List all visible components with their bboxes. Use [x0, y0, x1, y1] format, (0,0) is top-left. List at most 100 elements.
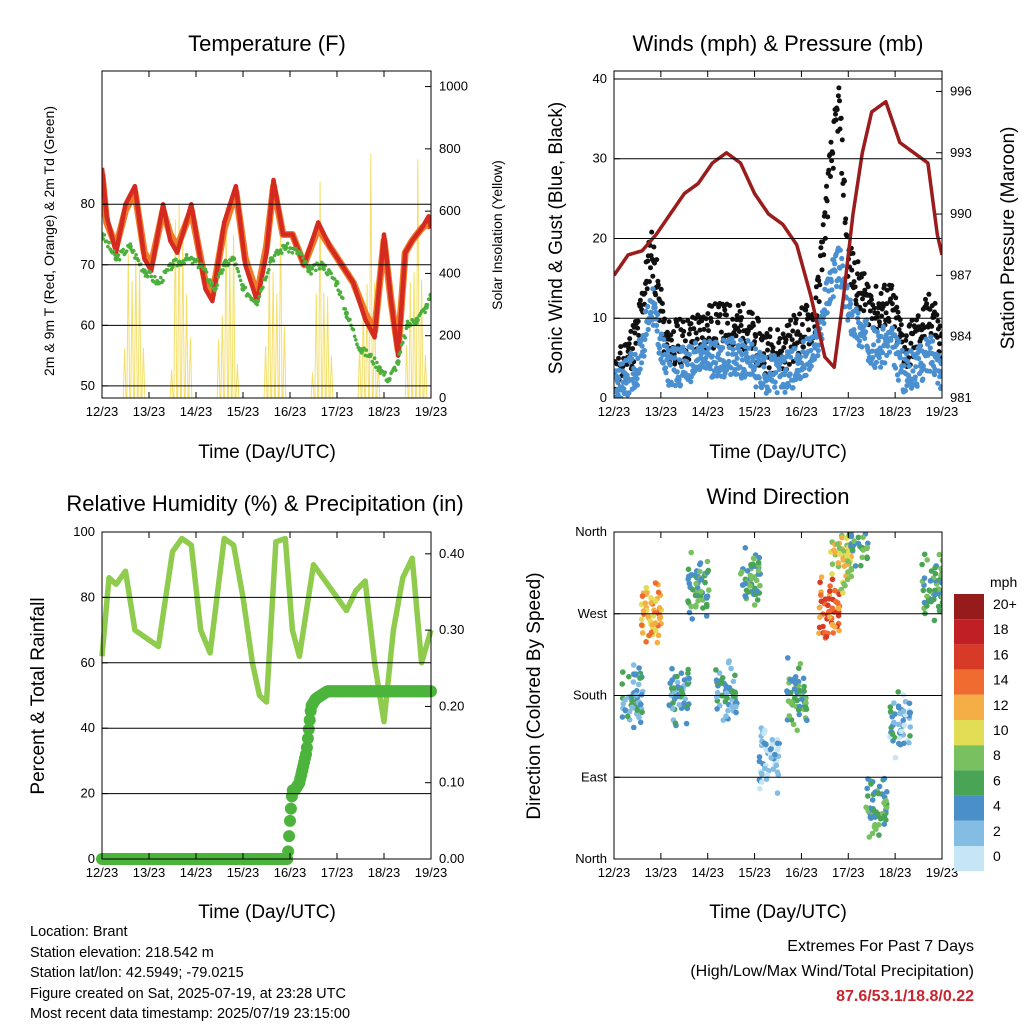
direction-point: [881, 775, 888, 782]
wind-point: [663, 370, 669, 376]
gust-point: [828, 139, 834, 145]
wind-point: [726, 358, 732, 364]
gust-point: [820, 222, 826, 228]
dewpoint-point: [388, 377, 392, 381]
winds-xlabel: Time (Day/UTC): [709, 442, 847, 463]
direction-point: [685, 666, 691, 673]
wind-point: [639, 343, 645, 349]
x-tick-label: 12/23: [598, 865, 631, 880]
direction-point: [797, 687, 803, 694]
direction-point: [629, 705, 636, 711]
wind-point: [808, 347, 814, 354]
direction-point: [747, 583, 753, 589]
dewpoint-point: [428, 297, 431, 302]
wind-point: [790, 385, 796, 391]
gust-point: [934, 312, 940, 318]
direction-point: [706, 587, 712, 593]
gust-point: [830, 165, 836, 171]
dewpoint-point: [332, 277, 337, 281]
direction-point: [747, 573, 754, 579]
wind-point: [749, 341, 755, 347]
direction-point: [750, 555, 757, 562]
direction-point: [704, 558, 711, 565]
x-tick-label: 16/23: [785, 404, 818, 419]
direction-point: [875, 790, 882, 797]
wind-point: [920, 376, 926, 382]
wind-point: [641, 353, 647, 359]
wind-point: [677, 382, 684, 388]
direction-point: [938, 608, 942, 615]
temperature-2m-line: [102, 167, 431, 358]
gust-point: [664, 329, 670, 335]
dewpoint-point: [341, 296, 345, 300]
gust-point: [867, 308, 873, 314]
direction-point: [788, 700, 794, 707]
dewpoint-point: [177, 259, 182, 264]
direction-point: [842, 582, 848, 589]
direction-point: [831, 547, 837, 553]
direction-point: [920, 587, 927, 594]
gust-point: [649, 229, 655, 235]
wind-point: [634, 382, 641, 388]
gust-point: [876, 319, 882, 325]
y-tick-label: 80: [81, 589, 95, 604]
gust-point: [682, 338, 688, 344]
gust-point: [724, 312, 729, 318]
direction-point: [833, 598, 839, 605]
dewpoint-point: [322, 267, 326, 272]
wind-point: [853, 306, 859, 312]
dewpoint-point: [161, 278, 165, 283]
dewpoint-point: [279, 251, 284, 256]
direction-point: [682, 696, 688, 702]
wind-point: [760, 382, 766, 388]
direction-point: [898, 728, 904, 735]
dewpoint-point: [116, 253, 121, 257]
dewpoint-point: [294, 246, 298, 251]
wind-point: [713, 339, 719, 345]
direction-point: [869, 830, 876, 837]
dewpoint-point: [373, 365, 378, 370]
winds-panel: Winds (mph) & Pressure (mb) Sonic Wind &…: [546, 31, 1019, 463]
direction-point: [858, 562, 864, 569]
direction-point: [667, 680, 673, 686]
y-tick-label: 20: [593, 230, 607, 245]
gust-point: [775, 327, 781, 333]
wind-point: [781, 358, 787, 364]
direction-point: [860, 547, 866, 553]
wind-point: [824, 310, 830, 316]
wind-point: [792, 345, 798, 352]
wind-point: [782, 389, 788, 395]
direction-point: [896, 740, 902, 747]
direction-point: [921, 551, 928, 558]
gust-point: [900, 332, 905, 338]
direction-point: [932, 565, 938, 571]
wind-point: [752, 346, 759, 352]
direction-point: [733, 703, 739, 710]
station-metadata: Location: Brant Station elevation: 218.5…: [30, 922, 350, 1025]
wind-point: [870, 355, 876, 361]
gust-point: [853, 301, 859, 307]
direction-point: [932, 592, 938, 598]
dewpoint-point: [343, 310, 349, 316]
direction-point: [829, 561, 836, 567]
direction-point: [848, 533, 855, 539]
direction-point: [763, 776, 770, 782]
gust-point: [837, 126, 843, 132]
wind-point: [733, 351, 739, 357]
direction-point: [931, 596, 937, 603]
dewpoint-point: [308, 264, 312, 269]
gust-point: [717, 312, 723, 318]
gust-point: [651, 244, 657, 250]
wind-point: [815, 348, 821, 354]
y-tick-label: 60: [81, 655, 95, 670]
legend-label: 14: [993, 672, 1009, 688]
direction-point: [754, 597, 761, 603]
wind-point: [939, 368, 942, 374]
direction-point: [921, 575, 928, 581]
direction-point: [767, 746, 774, 753]
direction-point: [639, 709, 645, 715]
gust-point: [636, 332, 642, 338]
wind-point: [753, 384, 759, 390]
speed-legend: 20+ 18 16 14 12 10 8 6 4 2 0: [954, 594, 1017, 872]
